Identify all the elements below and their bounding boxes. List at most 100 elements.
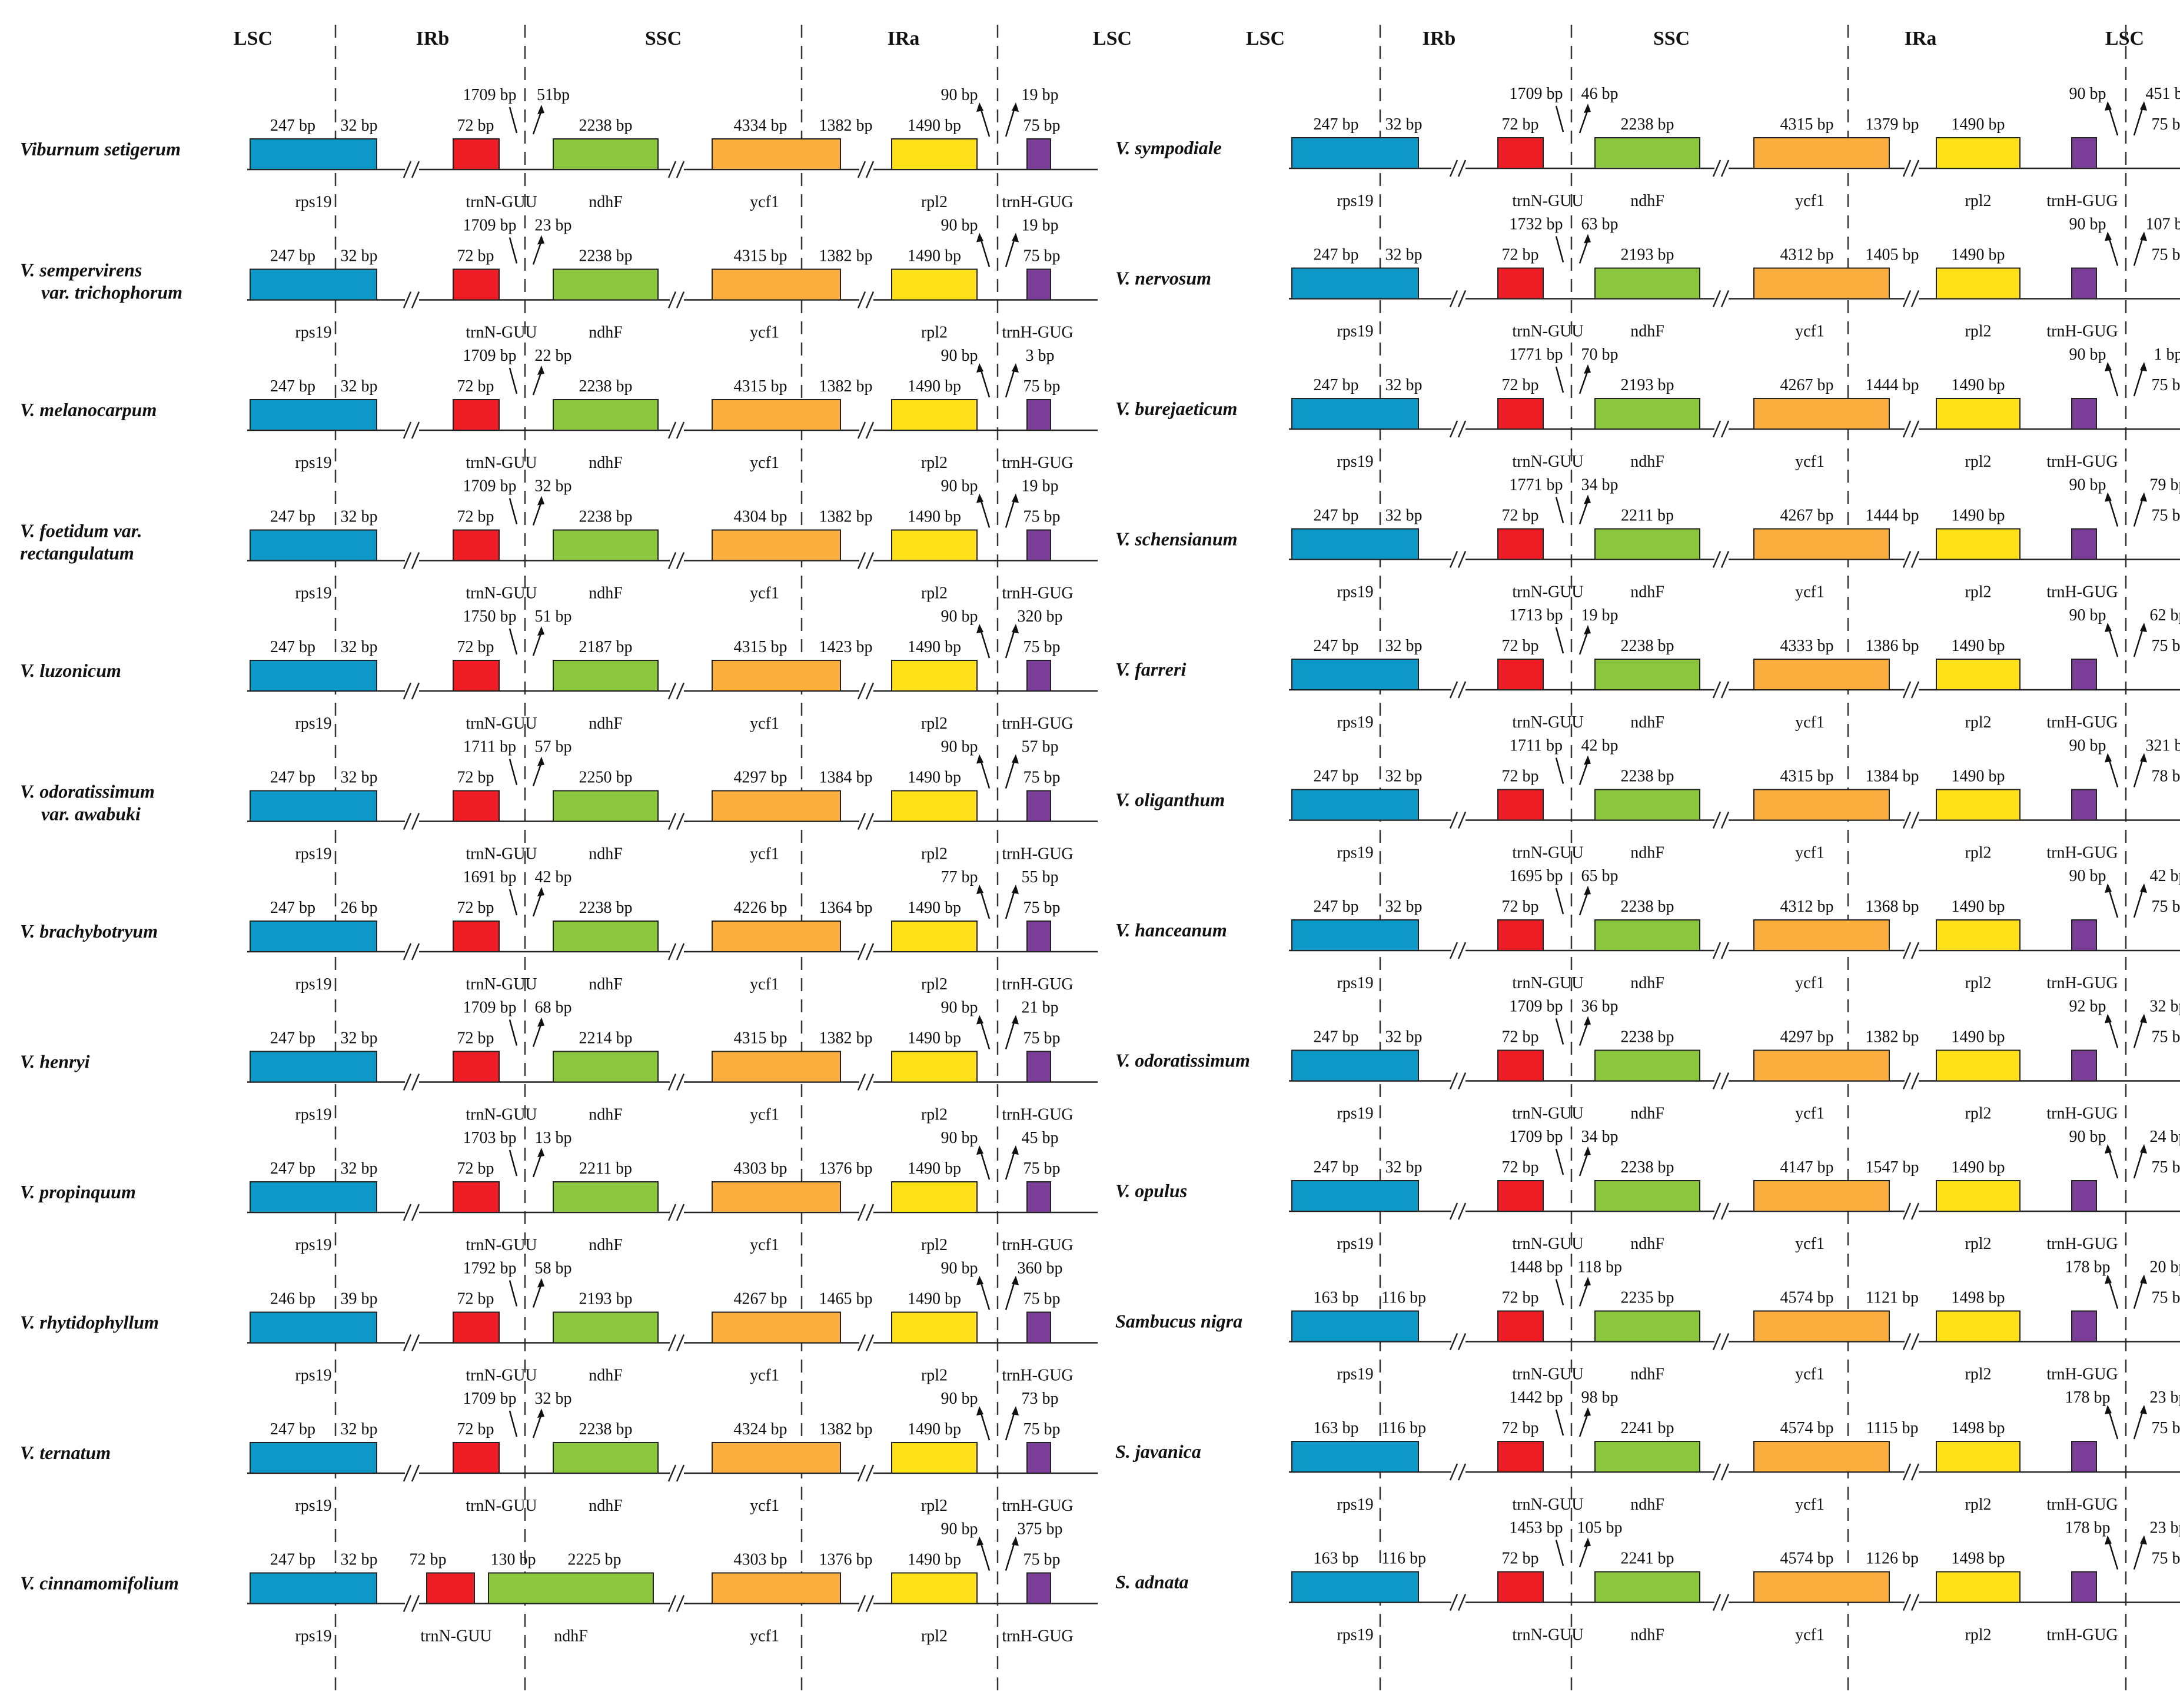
axis-break-mark (857, 161, 866, 178)
ycf1-gene-box (712, 1311, 841, 1344)
ycf1-gene-box (1753, 1310, 1890, 1343)
rpl2-gene-box (1936, 1049, 2021, 1082)
rps19-length-label: 247 bp (1314, 1158, 1359, 1177)
ndhF-length-label: 2238 bp (1621, 637, 1674, 655)
trnH-gene-box (1026, 529, 1051, 561)
species-name: V. sympodiale (1115, 137, 1222, 158)
rps19-ir-length-label: 116 bp (1381, 1550, 1426, 1568)
pointer-line (979, 366, 991, 398)
arrowhead (1012, 754, 1019, 764)
trnH-length-label: 75 bp (1023, 769, 1061, 787)
axis-break-mark (1910, 1072, 1920, 1089)
ndhF-length-label: 2241 bp (1621, 1550, 1674, 1568)
ndhF-gene-box (1594, 1049, 1700, 1082)
ndhF-distance-label: 36 bp (1581, 998, 1619, 1016)
ndhF-distance-label: 42 bp (535, 868, 572, 886)
ndhF-gene-box (553, 268, 659, 301)
ycf1-gene-name: ycf1 (1795, 844, 1825, 862)
ycf1-ir-length-label: 1382 bp (819, 117, 873, 135)
arrowhead (2105, 1274, 2112, 1284)
ndhF-length-label: 2235 bp (1621, 1289, 1674, 1307)
ycf1-gene-box (1753, 789, 1890, 821)
rps19-gene-box (250, 1051, 377, 1083)
rps19-gene-name: rps19 (295, 193, 331, 211)
pointer-arrow (532, 110, 543, 135)
trnH-gene-box (2071, 528, 2097, 560)
pointer-arrow (1578, 1413, 1589, 1437)
pointer-arrow (1005, 627, 1016, 659)
trnN-distance-label: 1709 bp (1510, 998, 1563, 1016)
trnN-gene-box (453, 660, 500, 692)
trnH-gene-box (2071, 789, 2097, 821)
pointer-line (509, 889, 518, 916)
trnN-gene-box (453, 1181, 500, 1213)
trnH-distance-label: 73 bp (1022, 1390, 1059, 1408)
axis-break-mark (1902, 551, 1912, 568)
pointer-arrow (1005, 1018, 1016, 1049)
rps19-ir-length-label: 32 bp (1385, 507, 1423, 525)
axis-break-mark (865, 552, 875, 569)
ycf1-ir-length-label: 1382 bp (819, 1420, 873, 1438)
rpl2-distance-label: 77 bp (941, 868, 978, 886)
pointer-arrow (532, 1284, 543, 1308)
axis-break-mark (865, 1074, 875, 1091)
rps19-gene-name: rps19 (1337, 713, 1373, 732)
ycf1-ir-length-label: 1115 bp (1866, 1419, 1919, 1437)
rps19-length-label: 163 bp (1314, 1289, 1359, 1307)
rpl2-gene-name: rpl2 (921, 584, 948, 603)
arrowhead (2140, 231, 2147, 241)
species-row: 247 bp 32 bp 72 bp 1709 bp 32 bp 2238 bp 4324 … (20, 1390, 1098, 1515)
trnH-gene-name: trnH-GUG (1002, 1236, 1073, 1254)
rpl2-length-label: 1490 bp (1952, 1158, 2005, 1177)
trnN-distance-label: 1713 bp (1510, 606, 1563, 624)
arrowhead (2105, 623, 2112, 632)
rps19-length-label: 247 bp (1314, 115, 1359, 134)
axis-break-mark (1902, 1333, 1912, 1350)
axis-break-mark (1720, 1594, 1730, 1611)
rpl2-gene-name: rpl2 (1965, 583, 1991, 602)
rps19-gene-box (250, 1311, 377, 1344)
trnH-gene-name: trnH-GUG (1002, 1497, 1073, 1515)
species-name: V. rhytidophyllum (20, 1312, 159, 1333)
ycf1-gene-box (1753, 1180, 1890, 1212)
axis-break-mark (1910, 290, 1920, 307)
ycf1-ir-length-label: 1444 bp (1866, 376, 1919, 394)
ycf1-length-label: 4333 bp (1780, 637, 1834, 655)
ycf1-gene-box (712, 268, 841, 301)
trnN-length-label: 72 bp (1502, 1028, 1539, 1046)
rpl2-gene-box (1936, 267, 2021, 300)
arrowhead (2105, 883, 2112, 893)
rps19-ir-length-label: 32 bp (341, 638, 378, 656)
species-row: 246 bp 39 bp 72 bp 1792 bp 58 bp 2193 bp 4267 … (20, 1260, 1098, 1385)
pointer-arrow (532, 1023, 543, 1047)
axis-break-mark (857, 1074, 866, 1091)
rpl2-gene-name: rpl2 (921, 454, 948, 472)
rps19-gene-box (250, 660, 377, 692)
ycf1-ir-length-label: 1121 bp (1866, 1289, 1919, 1307)
trnN-distance-label: 1709 bp (463, 217, 517, 235)
pointer-arrow (2133, 496, 2145, 527)
axis-break-mark (1902, 1072, 1912, 1089)
trnN-gene-box (1497, 789, 1544, 821)
ycf1-gene-box (1753, 919, 1890, 951)
trnN-distance-label: 1442 bp (1510, 1388, 1563, 1407)
pointer-line (509, 1410, 518, 1437)
rpl2-distance-label: 178 bp (2065, 1388, 2111, 1407)
trnH-distance-label: 21 bp (1022, 999, 1059, 1017)
ndhF-gene-name: ndhF (1630, 844, 1664, 862)
rps19-gene-name: rps19 (1337, 323, 1373, 341)
trnN-gene-name: trnN-GUU (1512, 192, 1583, 210)
rpl2-gene-name: rpl2 (921, 324, 948, 342)
trnH-gene-box (1026, 399, 1051, 431)
trnH-gene-name: trnH-GUG (1002, 193, 1073, 211)
rps19-length-label: 163 bp (1314, 1550, 1359, 1568)
rpl2-distance-label: 90 bp (2069, 867, 2106, 885)
ycf1-gene-name: ycf1 (1795, 713, 1825, 732)
trnN-length-label: 72 bp (457, 1420, 494, 1438)
species-row: 247 bp 32 bp 72 bp 1709 bp 23 bp 2238 bp 4315 … (20, 217, 1098, 342)
trnH-distance-label: 360 bp (1018, 1260, 1063, 1278)
rpl2-gene-box (891, 529, 978, 561)
ycf1-length-label: 4574 bp (1780, 1550, 1834, 1568)
